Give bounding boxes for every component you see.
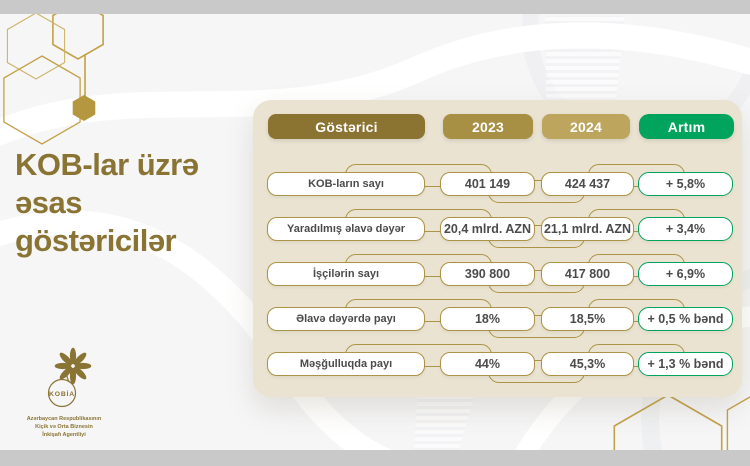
- indicator-cell: Məşğulluqda payı: [267, 352, 425, 376]
- kobia-logo-icon: KOBİA: [47, 347, 92, 408]
- growth-cell: + 1,3 % bənd: [638, 352, 733, 376]
- table-header-gosterici: Göstərici: [268, 114, 425, 139]
- growth-cell: + 0,5 % bənd: [638, 307, 733, 331]
- flower-icon: [54, 347, 92, 385]
- logo-org-line3: İnkişafı Agentliyi: [42, 431, 86, 438]
- table-row-deyerde-payi: Əlavə dəyərdə payı 18% 18,5% + 0,5 % bən…: [253, 299, 742, 338]
- stats-panel: Göstərici 2023 2024 Artım KOB-ların sayı…: [253, 100, 742, 397]
- value-2024-cell: 424 437: [541, 172, 634, 196]
- table-row-kob-sayi: KOB-ların sayı 401 149 424 437 + 5,8%: [253, 164, 742, 203]
- table-row-iscilerin-sayi: İşçilərin sayı 390 800 417 800 + 6,9%: [253, 254, 742, 293]
- logo-org-line1: Azərbaycan Respublikasının: [26, 416, 102, 422]
- logo-org-name: Azərbaycan Respublikasının Kiçik və Orta…: [8, 416, 120, 440]
- logo-brand-text: KOBİA: [49, 390, 75, 398]
- table-header-artim: Artım: [639, 114, 734, 139]
- bottom-gray-bar: [0, 450, 750, 466]
- logo-org-line2: Kiçik və Orta Biznesin: [35, 423, 93, 430]
- indicator-cell: Yaradılmış əlavə dəyər: [267, 217, 425, 241]
- kobia-logo: KOBİA Azərbaycan Respublikasının Kiçik v…: [8, 347, 120, 440]
- page-title: KOB-lar üzrə əsas göstəricilər: [15, 147, 199, 258]
- indicator-cell: KOB-ların sayı: [267, 172, 425, 196]
- table-row-mesgulluqda-payi: Məşğulluqda payı 44% 45,3% + 1,3 % bənd: [253, 344, 742, 383]
- growth-cell: + 5,8%: [638, 172, 733, 196]
- value-2024-cell: 45,3%: [541, 352, 634, 376]
- table-header-2023: 2023: [443, 114, 533, 139]
- value-2023-cell: 401 149: [440, 172, 535, 196]
- top-gray-bar: [0, 0, 750, 14]
- value-2024-cell: 18,5%: [541, 307, 634, 331]
- value-2023-cell: 20,4 mlrd. AZN: [440, 217, 535, 241]
- value-2023-cell: 44%: [440, 352, 535, 376]
- droplet-icon: [47, 366, 77, 408]
- value-2024-cell: 417 800: [541, 262, 634, 286]
- value-2023-cell: 390 800: [440, 262, 535, 286]
- table-header-2024: 2024: [542, 114, 630, 139]
- indicator-cell: Əlavə dəyərdə payı: [267, 307, 425, 331]
- table-row-elave-deyer: Yaradılmış əlavə dəyər 20,4 mlrd. AZN 21…: [253, 209, 742, 248]
- value-2023-cell: 18%: [440, 307, 535, 331]
- growth-cell: + 3,4%: [638, 217, 733, 241]
- value-2024-cell: 21,1 mlrd. AZN: [541, 217, 634, 241]
- growth-cell: + 6,9%: [638, 262, 733, 286]
- indicator-cell: İşçilərin sayı: [267, 262, 425, 286]
